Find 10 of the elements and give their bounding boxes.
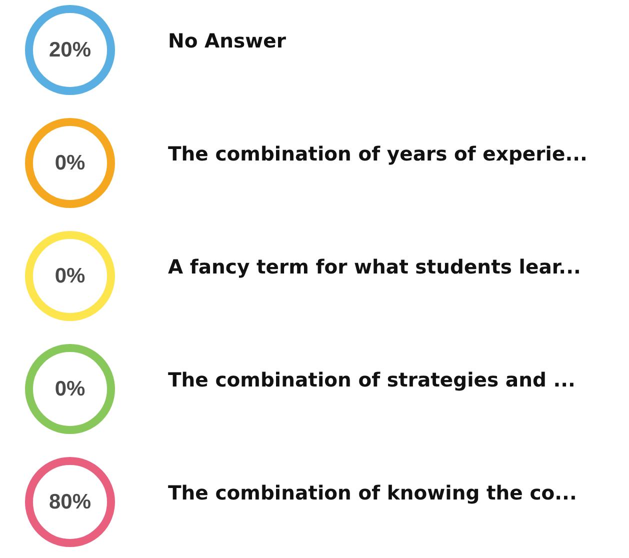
category-label: No Answer xyxy=(168,30,286,52)
data-label: 80% xyxy=(48,490,92,514)
data-label: 0% xyxy=(54,264,86,288)
data-label: 0% xyxy=(54,378,86,400)
data-label: 0% xyxy=(54,152,86,174)
category-label: The combination of strategies and ... xyxy=(168,368,576,392)
data-label: 20% xyxy=(48,38,92,62)
category-label: The combination of years of experie... xyxy=(168,142,588,166)
category-label: The combination of knowing the co... xyxy=(168,482,577,504)
category-label: A fancy term for what students lear... xyxy=(168,256,581,278)
